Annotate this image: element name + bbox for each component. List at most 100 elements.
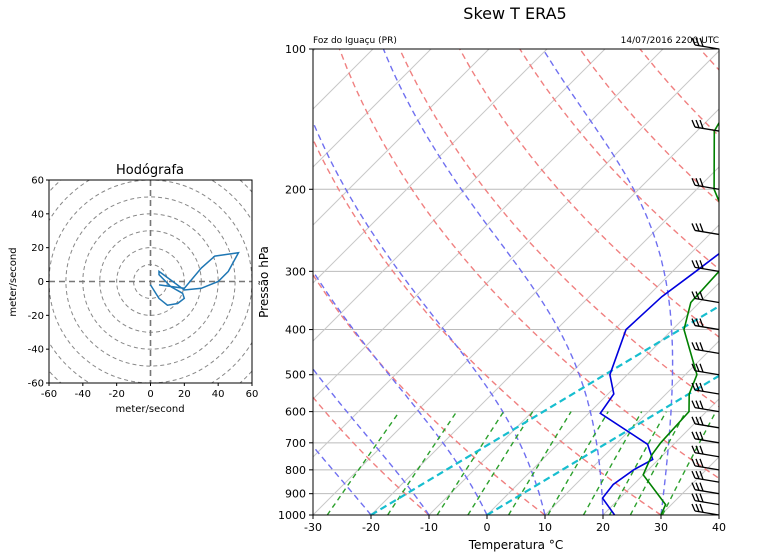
wind-barb	[691, 178, 720, 190]
isotherm-gridline	[313, 108, 719, 515]
mixing-ratio-line	[629, 411, 687, 515]
isotherm-gridline	[313, 49, 432, 168]
wind-barb	[691, 223, 720, 236]
y-tick-label: 300	[285, 265, 306, 278]
isotherm-gridline	[313, 49, 548, 284]
dry-adiabat-line	[398, 49, 719, 408]
mixing-ratio-line	[436, 411, 505, 515]
hodograph-x-tick-label: 40	[212, 389, 225, 400]
wind-barb	[691, 382, 720, 395]
skewt-plot: -30 -20 -10 0 10 20 30 40 1000 900 800 700 600 500 400…	[278, 37, 726, 534]
y-tick-label: 700	[285, 437, 306, 450]
wind-barb	[691, 119, 720, 132]
skewt-plot-area	[313, 49, 719, 515]
dry-adiabat-line	[313, 273, 546, 515]
wind-barb	[691, 260, 720, 272]
hodograph-range-ring	[65, 196, 236, 367]
moist-adiabat-line	[313, 445, 372, 515]
hodograph-y-tick-label: -60	[28, 379, 44, 390]
isotherm-gridline	[428, 224, 719, 515]
moist-adiabat-line	[313, 367, 430, 515]
moist-adiabat-line	[382, 49, 604, 515]
y-tick-label: 1000	[278, 509, 306, 522]
isotherm-gridline	[486, 282, 719, 515]
x-tick-label: -10	[420, 521, 438, 534]
dry-adiabat-line	[338, 49, 719, 480]
datetime-label: 14/07/2016 2200 UTC	[621, 36, 719, 46]
parcel-line	[486, 374, 719, 515]
mixing-ratio-line	[608, 411, 667, 515]
wind-barb	[691, 493, 720, 506]
isotherm-gridline	[313, 50, 719, 458]
hodograph-x-tick-label: -60	[41, 389, 57, 400]
moist-adiabat-line	[542, 49, 674, 515]
y-tick-label: 100	[285, 43, 306, 56]
x-tick-label: 20	[596, 521, 610, 534]
wind-barb	[691, 318, 720, 331]
y-tick-label: 800	[285, 464, 306, 477]
wind-barb	[691, 445, 720, 458]
y-tick-label: 200	[285, 183, 306, 196]
isotherm-gridline	[313, 49, 490, 226]
isotherm-gridline	[660, 456, 719, 515]
hodograph-y-tick-label: 60	[31, 176, 44, 187]
isotherm-gridline	[313, 49, 374, 110]
isotherm-gridline	[313, 49, 606, 342]
figure-title: Skew T ERA5	[463, 4, 566, 23]
dewpoint-profile-line	[642, 121, 719, 515]
mixing-ratio-line	[467, 411, 534, 515]
y-tick-label: 900	[285, 488, 306, 501]
wind-barb	[691, 503, 720, 516]
hodograph-plot: -60-60 -40 -40 -20 -20 0 0 20 20 40 40 60 60	[28, 176, 259, 401]
skewt-ylabel: Pressão hPa	[257, 246, 271, 318]
hodograph-x-tick-label: -40	[75, 389, 91, 400]
isotherm-gridline	[544, 340, 719, 515]
dry-adiabat-line	[459, 49, 719, 338]
parcel-line	[370, 304, 719, 515]
location-label: Foz do Iguaçu (PR)	[313, 36, 397, 46]
hodograph-xlabel: meter/second	[115, 404, 184, 415]
x-tick-label: 30	[654, 521, 668, 534]
hodograph-x-tick-label: -20	[108, 389, 124, 400]
hodograph-x-tick-label: 20	[178, 389, 191, 400]
wind-barb	[691, 416, 720, 429]
y-tick-label: 600	[285, 406, 306, 419]
x-tick-label: 40	[712, 521, 726, 534]
wind-barb	[691, 431, 720, 444]
x-tick-label: 0	[484, 521, 491, 534]
hodograph-y-tick-label: 20	[31, 243, 44, 254]
hodograph-y-tick-label: -40	[28, 345, 44, 356]
y-tick-label: 500	[285, 369, 306, 382]
moist-adiabat-line	[313, 120, 546, 515]
hodograph-x-tick-label: 0	[147, 389, 153, 400]
isotherm-gridline	[313, 49, 664, 400]
mixing-ratio-line	[661, 411, 717, 515]
wind-barb	[691, 363, 720, 376]
hodograph-plot-area	[49, 180, 252, 383]
x-tick-label: -30	[304, 521, 322, 534]
hodograph-trace	[149, 251, 240, 306]
isotherm-gridline	[718, 514, 719, 515]
wind-barb	[691, 342, 720, 355]
temperature-profile-line	[599, 252, 719, 515]
x-tick-label: 10	[538, 521, 552, 534]
wind-barb	[691, 482, 720, 495]
mixing-ratio-line	[387, 411, 458, 515]
wind-barb	[691, 470, 720, 483]
isotherm-gridline	[602, 398, 719, 515]
y-tick-label: 400	[285, 324, 306, 337]
isotherm-gridline	[370, 166, 719, 515]
hodograph-title: Hodógrafa	[116, 163, 184, 178]
hodograph-y-tick-label: -20	[28, 311, 44, 322]
hodograph-y-tick-label: 0	[38, 277, 44, 288]
mixing-ratio-line	[326, 411, 400, 515]
hodograph-y-tick-label: 40	[31, 209, 44, 220]
hodograph-ylabel: meter/second	[8, 247, 19, 316]
skewt-xlabel: Temperatura °C	[468, 538, 563, 552]
wind-barb	[691, 458, 720, 471]
hodograph-x-tick-label: 60	[246, 389, 259, 400]
wind-barb	[691, 291, 720, 304]
mixing-ratio-line	[547, 411, 609, 515]
skewt-frame	[312, 48, 720, 516]
